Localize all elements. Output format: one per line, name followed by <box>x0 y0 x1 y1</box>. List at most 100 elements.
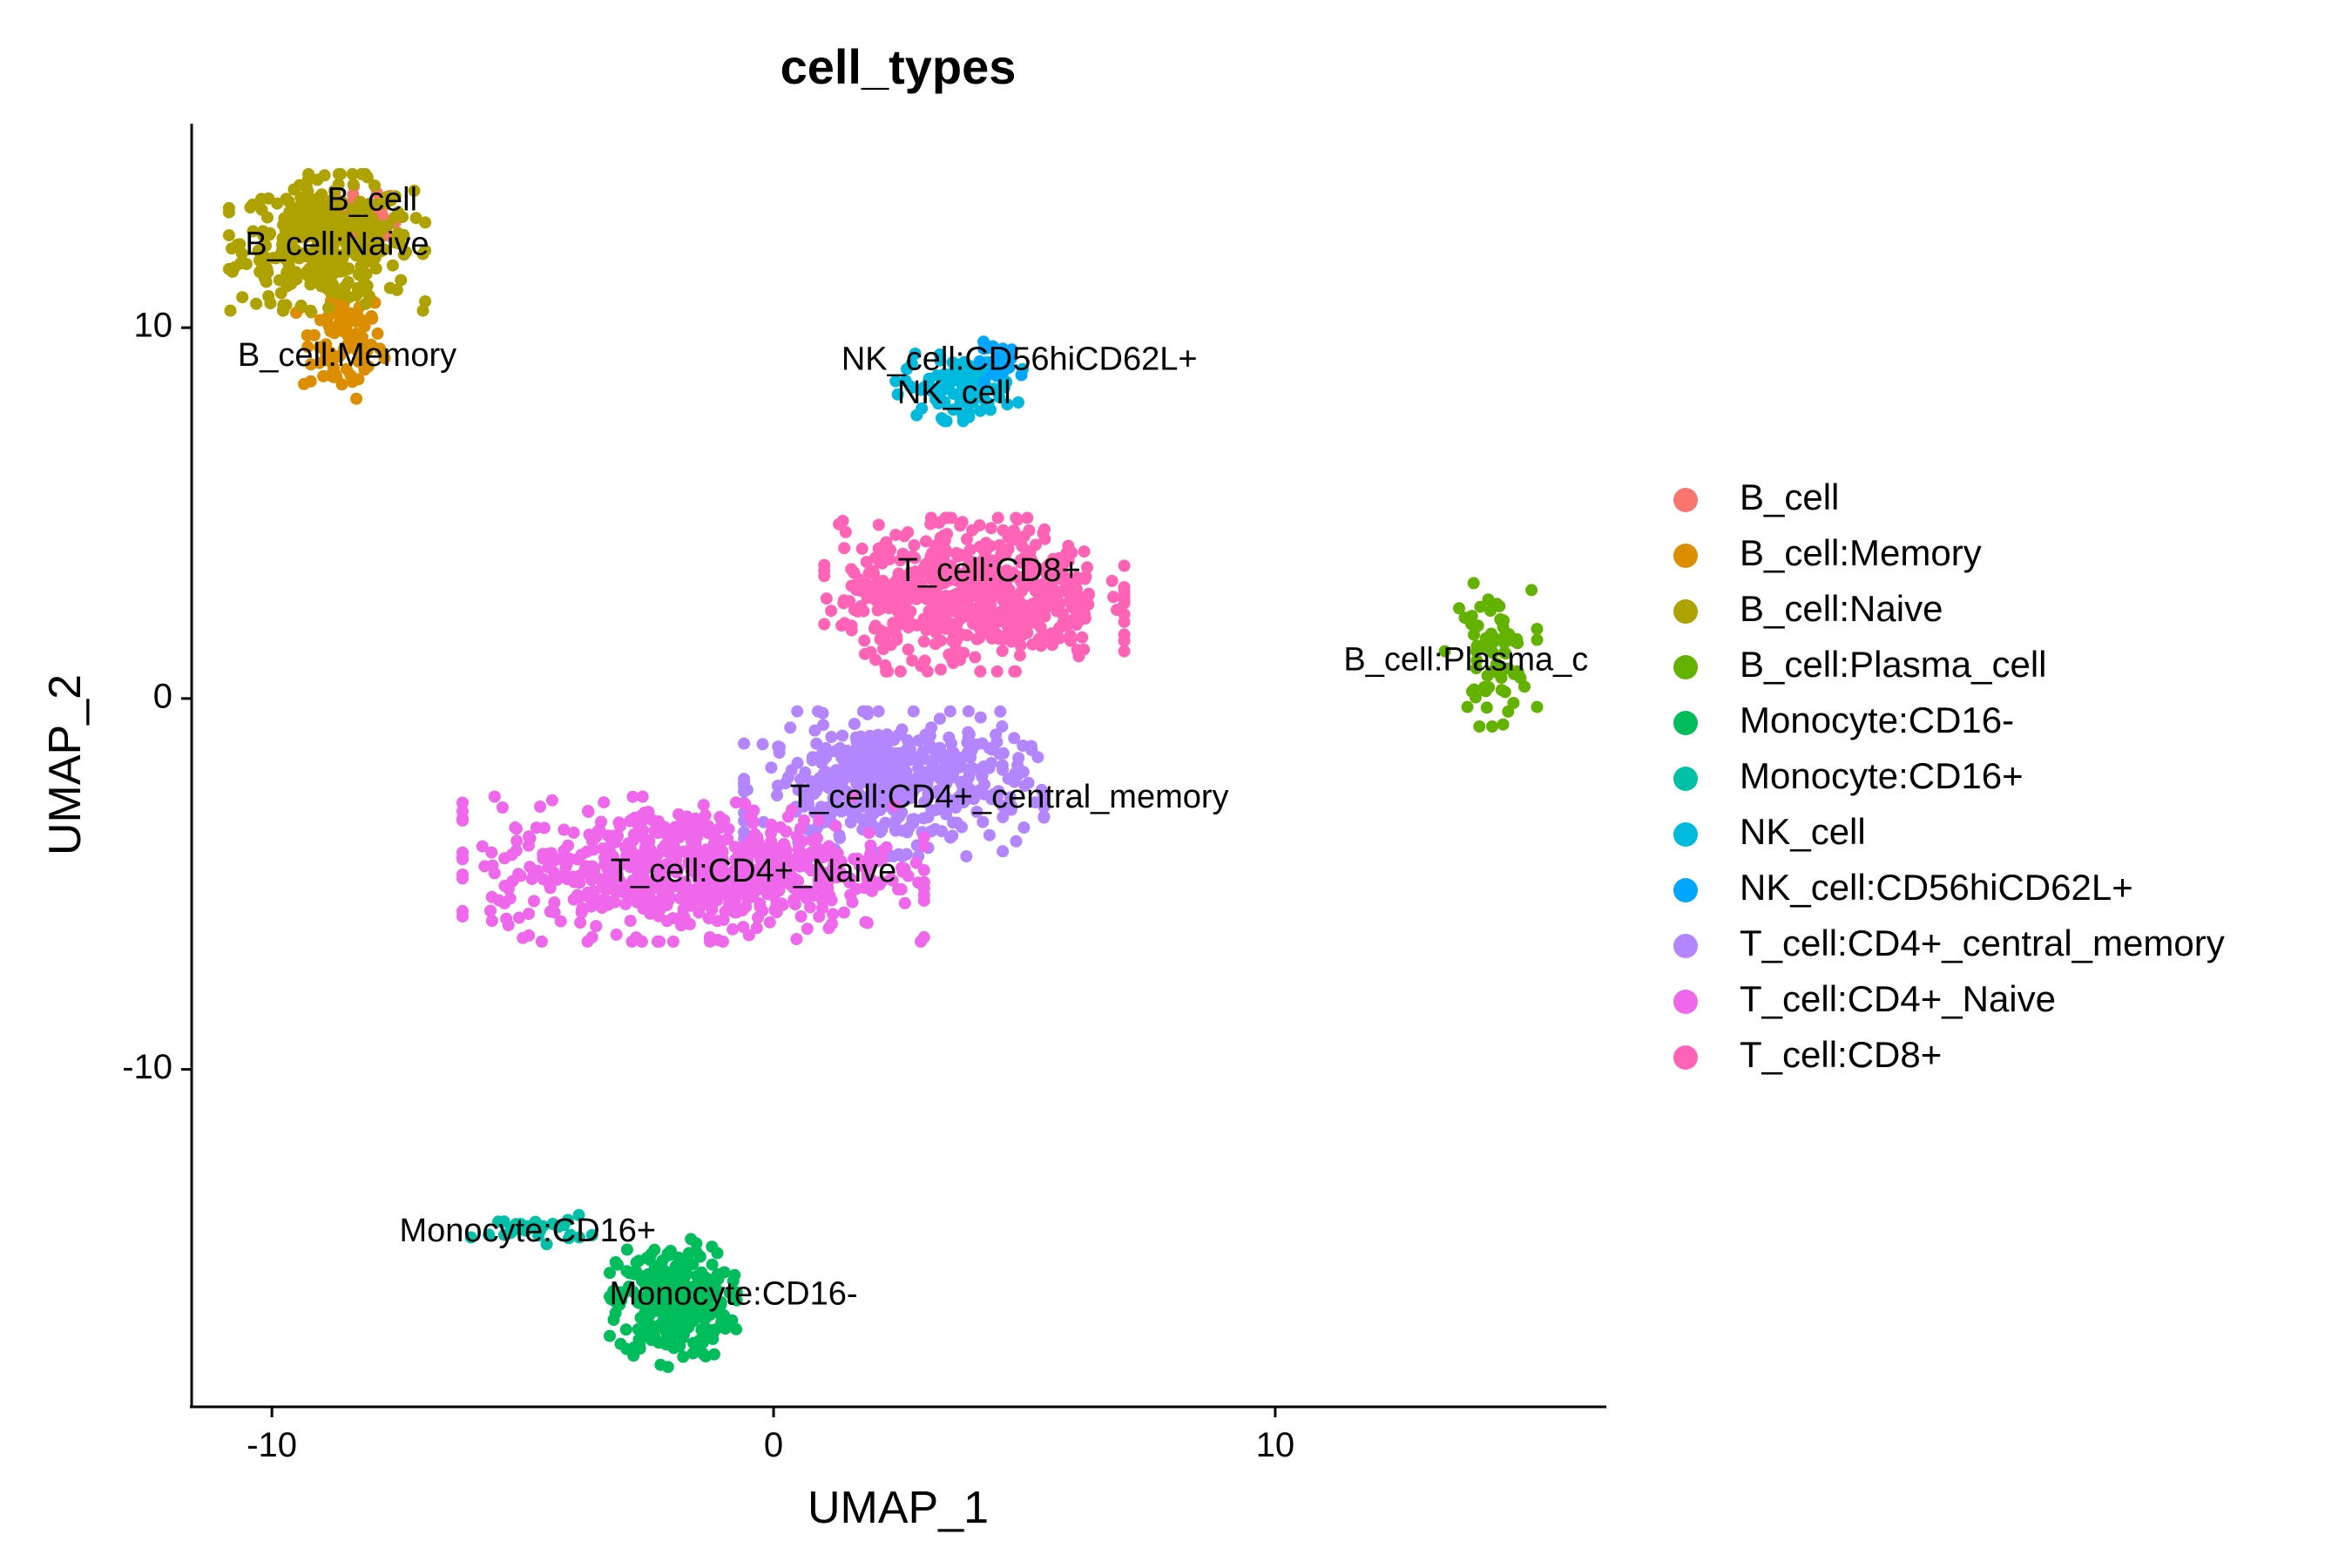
data-point <box>960 850 973 862</box>
data-point <box>581 886 594 899</box>
data-point <box>771 842 784 855</box>
data-point <box>1012 396 1024 409</box>
data-point <box>703 875 716 889</box>
data-point <box>341 326 354 339</box>
data-point <box>697 799 710 812</box>
data-point <box>361 344 374 357</box>
data-point <box>980 566 993 579</box>
data-point <box>939 590 952 603</box>
data-point <box>934 802 947 815</box>
data-point <box>585 1228 598 1241</box>
data-point <box>255 203 268 216</box>
data-point <box>362 289 375 302</box>
data-point <box>691 1269 704 1282</box>
data-point <box>309 251 322 264</box>
data-point <box>881 728 894 741</box>
data-point <box>264 226 277 240</box>
data-point <box>222 206 235 219</box>
data-point <box>693 1250 706 1263</box>
data-point <box>836 515 849 527</box>
data-point <box>488 790 501 803</box>
data-point <box>941 511 954 524</box>
data-point <box>276 232 289 245</box>
data-point <box>895 882 908 896</box>
data-point <box>236 291 249 304</box>
data-point <box>901 733 914 747</box>
data-point <box>1493 599 1506 612</box>
data-point <box>1531 633 1544 646</box>
data-point <box>334 167 347 180</box>
data-point <box>1495 672 1508 684</box>
data-point <box>653 1302 666 1315</box>
data-point <box>936 382 950 395</box>
data-point <box>858 791 871 804</box>
data-point <box>902 643 915 656</box>
data-point <box>818 558 831 571</box>
data-point <box>941 605 954 618</box>
data-point <box>969 376 981 389</box>
cluster-labels: B_cell B_cell:Naive B_cell:Memory NK_cell:C… <box>238 181 1588 1312</box>
data-point <box>355 357 368 370</box>
data-point <box>1118 645 1131 658</box>
data-point <box>350 392 363 405</box>
data-point <box>767 869 780 882</box>
data-point <box>485 915 498 928</box>
data-point <box>1495 684 1508 697</box>
data-point <box>985 554 998 567</box>
data-point <box>997 811 1010 823</box>
data-point <box>659 839 672 852</box>
legend: B_cell B_cell:Memory B_cell:Naive B_cell:Pl… <box>1673 476 2225 1075</box>
data-point <box>301 269 314 282</box>
data-point <box>974 665 987 678</box>
data-point <box>964 555 977 568</box>
series-monocyte-cd16- <box>464 1208 598 1251</box>
data-point <box>862 766 875 779</box>
data-point <box>990 728 1003 741</box>
data-point <box>816 902 828 915</box>
data-point <box>835 619 848 632</box>
data-point <box>648 824 661 837</box>
data-point <box>645 814 659 827</box>
data-point <box>1482 593 1495 606</box>
data-point <box>612 873 625 886</box>
data-point <box>738 826 751 839</box>
legend-label: NK_cell <box>1740 811 1866 852</box>
data-point <box>408 184 421 197</box>
data-point <box>498 852 511 865</box>
data-point <box>834 789 847 802</box>
data-point <box>253 253 266 267</box>
data-point <box>972 608 985 621</box>
data-point <box>834 741 847 754</box>
data-point <box>679 875 692 889</box>
data-point <box>899 605 912 618</box>
data-point <box>1081 561 1093 574</box>
data-point <box>977 554 990 567</box>
data-point <box>660 899 673 912</box>
data-point <box>667 1342 680 1355</box>
data-point <box>792 842 805 855</box>
data-point <box>880 665 893 678</box>
data-point <box>456 814 469 827</box>
data-point <box>810 737 823 750</box>
data-point <box>990 616 1004 628</box>
data-point <box>754 870 767 883</box>
data-point <box>838 906 850 919</box>
data-point <box>856 705 869 718</box>
data-point <box>997 594 1010 606</box>
data-point <box>728 1268 741 1281</box>
data-point <box>358 320 371 333</box>
data-point <box>672 1322 685 1335</box>
data-point <box>591 825 605 838</box>
data-point <box>933 764 946 777</box>
data-point <box>889 759 902 772</box>
data-point <box>535 935 548 948</box>
data-point <box>874 826 887 839</box>
data-point <box>932 742 945 755</box>
data-point <box>772 740 785 754</box>
data-point <box>1438 645 1451 658</box>
data-point <box>848 718 861 730</box>
data-point <box>1453 602 1465 615</box>
data-point <box>1006 622 1019 635</box>
data-point <box>544 882 557 895</box>
data-point <box>679 1298 693 1311</box>
